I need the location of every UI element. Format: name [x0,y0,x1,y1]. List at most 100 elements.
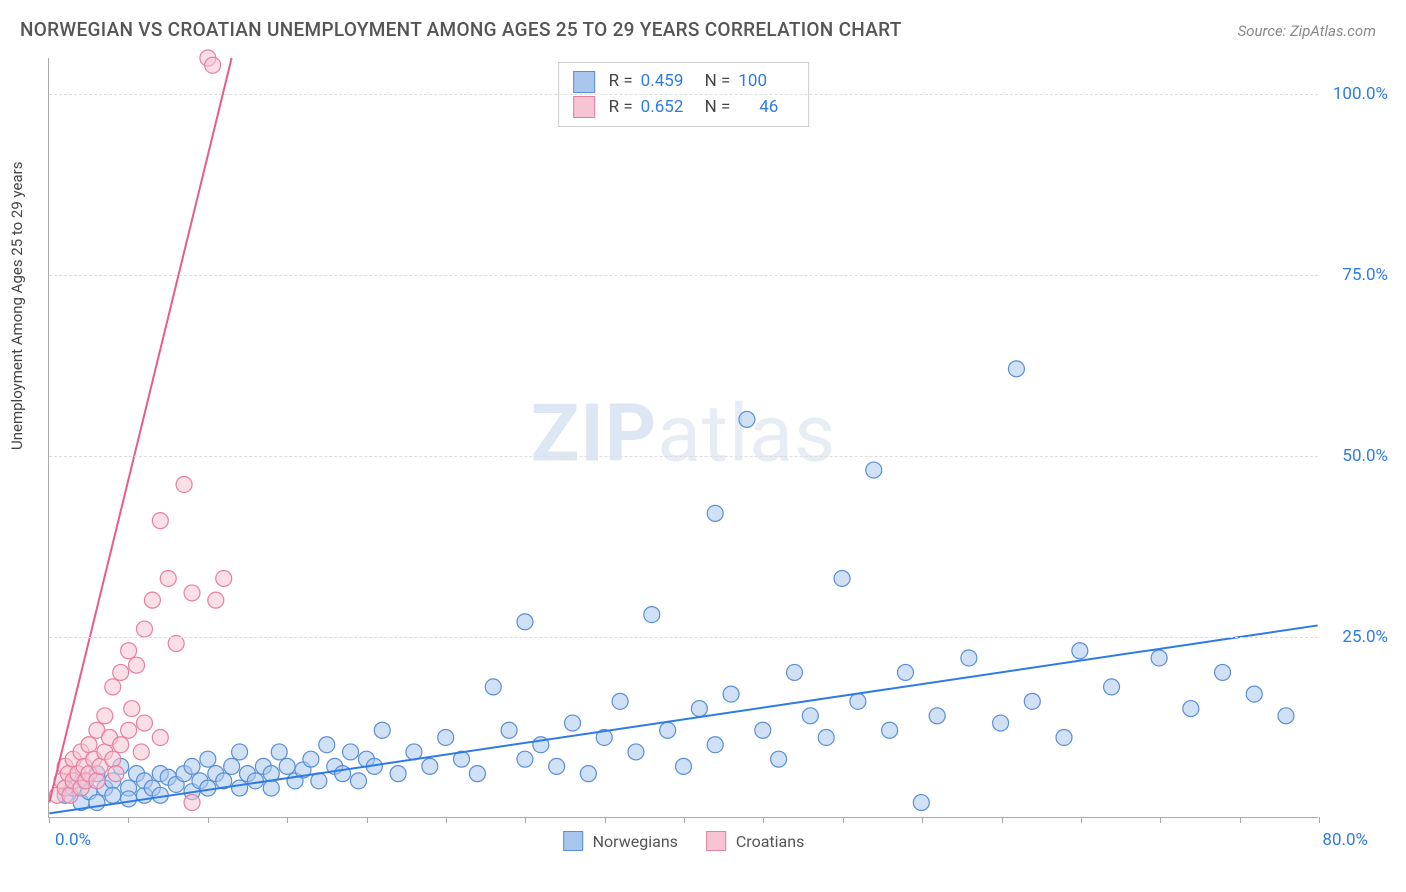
scatter-point [723,686,739,702]
scatter-point [644,607,660,623]
scatter-point [335,766,351,782]
scatter-point [184,585,200,601]
scatter-point [129,657,145,673]
scatter-point [628,744,644,760]
scatter-point [105,787,121,803]
x-tick-mark [763,817,764,823]
scatter-point [133,744,149,760]
scatter-point [485,679,501,695]
scatter-point [124,701,140,717]
trend-line [49,625,1317,813]
scatter-point [961,650,977,666]
scatter-point [136,621,152,637]
scatter-point [1151,650,1167,666]
scatter-point [1056,729,1072,745]
scatter-point [205,57,221,73]
scatter-point [676,758,692,774]
swatch-blue-icon [563,831,583,851]
scatter-point [121,722,137,738]
scatter-point [913,795,929,811]
x-tick-mark [1160,817,1161,823]
scatter-point [89,773,105,789]
scatter-point [993,715,1009,731]
x-tick-mark [525,817,526,823]
scatter-point [866,462,882,478]
y-axis-label: Unemployment Among Ages 25 to 29 years [8,162,26,450]
scatter-point [517,614,533,630]
x-max-label: 80.0% [1322,830,1368,850]
x-tick-mark [49,817,50,823]
scatter-point [422,758,438,774]
gridline [49,456,1318,457]
scatter-point [501,722,517,738]
scatter-point [152,729,168,745]
scatter-point [549,758,565,774]
scatter-point [374,722,390,738]
scatter-point [660,722,676,738]
scatter-point [184,795,200,811]
scatter-point [818,729,834,745]
y-tick-label: 100.0% [1333,84,1388,104]
scatter-point [469,766,485,782]
scatter-point [1072,643,1088,659]
y-tick-label: 25.0% [1342,627,1388,647]
scatter-point [1008,361,1024,377]
chart-title: NORWEGIAN VS CROATIAN UNEMPLOYMENT AMONG… [20,18,902,41]
x-tick-mark [605,817,606,823]
scatter-point [802,708,818,724]
scatter-point [105,751,121,767]
scatter-point [160,570,176,586]
y-tick-label: 50.0% [1342,446,1388,466]
legend-item-croatians: Croatians [706,831,804,851]
scatter-point [184,758,200,774]
scatter-point [232,744,248,760]
scatter-point [834,570,850,586]
x-tick-mark [208,817,209,823]
scatter-point [303,751,319,767]
gridline [49,637,1318,638]
scatter-point [176,476,192,492]
x-tick-mark [367,817,368,823]
scatter-point [438,729,454,745]
x-tick-mark [843,817,844,823]
scatter-point [121,643,137,659]
gridline [49,275,1318,276]
x-tick-mark [1081,817,1082,823]
scatter-point [343,744,359,760]
legend-label-norwegians: Norwegians [593,832,678,851]
scatter-point [105,679,121,695]
legend: Norwegians Croatians [563,831,805,851]
scatter-point [1104,679,1120,695]
x-tick-mark [128,817,129,823]
x-tick-mark [1240,817,1241,823]
scatter-point [739,411,755,427]
scatter-point [136,715,152,731]
scatter-point [897,664,913,680]
scatter-point [580,766,596,782]
scatter-point [771,751,787,767]
scatter-point [612,693,628,709]
scatter-point [707,505,723,521]
scatter-point [1024,693,1040,709]
trend-line [49,58,231,803]
plot-area: ZIPatlas R = 0.459 N = 100 R = 0.652 N =… [48,58,1318,818]
scatter-point [97,708,113,724]
x-tick-mark [922,817,923,823]
scatter-point [1183,701,1199,717]
x-tick-mark [446,817,447,823]
scatter-point [232,780,248,796]
legend-label-croatians: Croatians [736,832,804,851]
scatter-point [279,758,295,774]
scatter-point [786,664,802,680]
scatter-point [390,766,406,782]
x-tick-mark [684,817,685,823]
scatter-point [850,693,866,709]
scatter-point [1278,708,1294,724]
scatter-point [152,513,168,529]
scatter-point [224,758,240,774]
scatter-point [319,737,335,753]
swatch-pink-icon [706,831,726,851]
source-label: Source: ZipAtlas.com [1238,22,1376,40]
scatter-point [144,592,160,608]
scatter-point [271,744,287,760]
